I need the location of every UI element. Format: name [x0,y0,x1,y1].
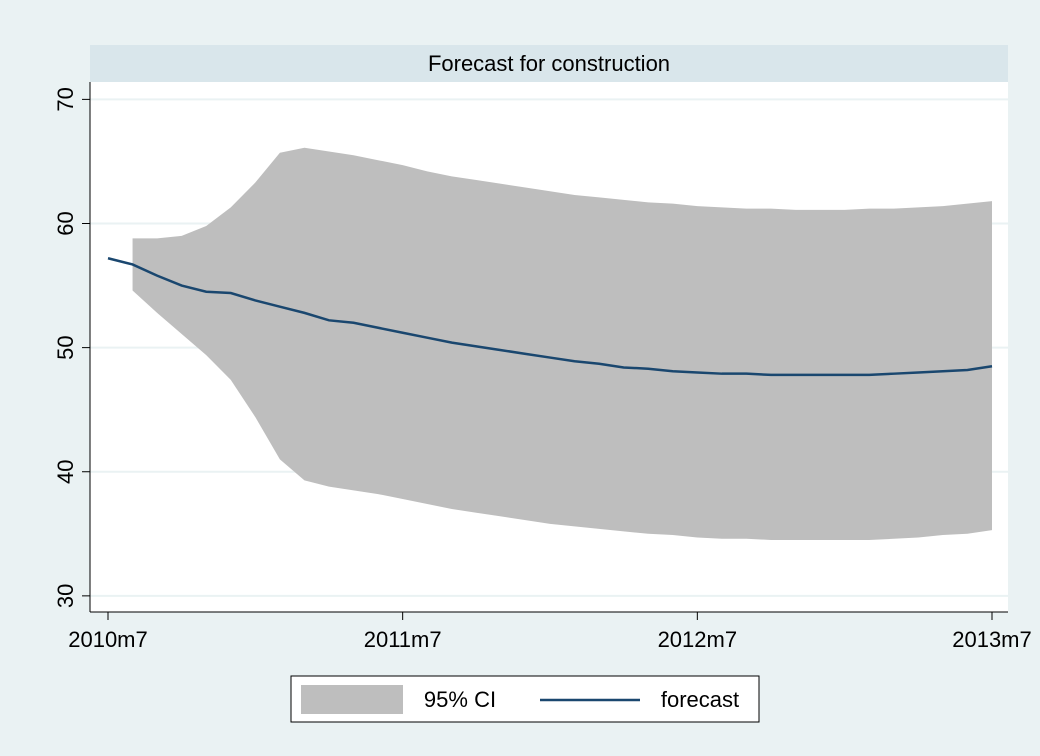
x-tick-label: 2012m7 [658,627,738,652]
legend-label: 95% CI [424,687,496,712]
y-tick-label: 60 [53,211,78,235]
chart-title: Forecast for construction [428,51,670,76]
y-tick-label: 70 [53,87,78,111]
y-tick-label: 30 [53,584,78,608]
legend-swatch [301,685,403,714]
y-tick-label: 50 [53,335,78,359]
title-bar [90,45,1008,82]
legend-label: forecast [661,687,739,712]
forecast-line [107,257,993,377]
x-tick-label: 2010m7 [68,627,148,652]
x-tick-label: 2011m7 [364,627,442,652]
ci-band [132,147,993,541]
y-tick-label: 40 [53,460,78,484]
x-tick-label: 2013m7 [952,627,1032,652]
